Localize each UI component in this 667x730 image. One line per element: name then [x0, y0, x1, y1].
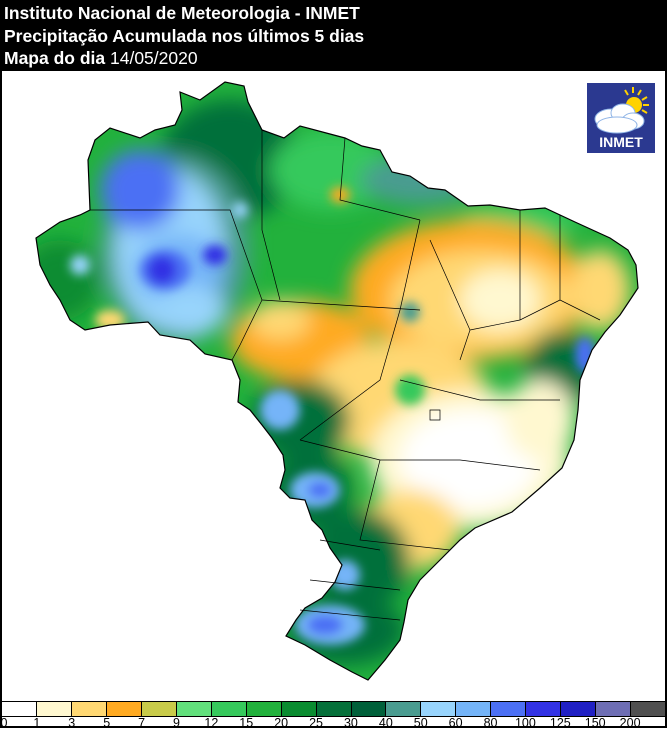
institute-title: Instituto Nacional de Meteorologia - INM… [4, 3, 360, 23]
legend-swatch [526, 702, 562, 716]
legend-swatch [246, 702, 282, 716]
legend-swatch [316, 702, 352, 716]
legend-label: 15 [239, 716, 254, 730]
legend-swatch [351, 702, 387, 716]
legend-label: 12 [204, 716, 219, 730]
legend-label: 80 [483, 716, 498, 730]
precipitation-map [35, 81, 639, 681]
legend-label: 100 [514, 716, 536, 730]
map-title: Precipitação Acumulada nos últimos 5 dia… [4, 26, 365, 46]
rainfall-field [36, 82, 638, 680]
legend-label: 0 [0, 716, 8, 730]
legend-label: 25 [309, 716, 323, 730]
legend-label: 40 [378, 716, 393, 730]
precipitation-legend-labels: 0 1 3 5 7 9 12 15 20 25 30 40 50 60 80 100 125 150 200 [0, 716, 667, 730]
legend-swatch [211, 702, 247, 716]
inmet-logo: INMET [587, 83, 655, 153]
legend-label: 50 [413, 716, 428, 730]
sun-rays-icon [624, 87, 649, 114]
legend-label: 200 [619, 716, 641, 730]
logo-text: INMET [599, 134, 643, 150]
legend-swatch [176, 702, 212, 716]
legend-swatch [106, 702, 142, 716]
map-date-line: Mapa do dia 14/05/2020 [4, 48, 198, 68]
legend-label: 30 [343, 716, 358, 730]
map-date-label: Mapa do dia [4, 48, 106, 68]
precipitation-legend-bar [2, 701, 666, 717]
legend-swatch [491, 702, 527, 716]
legend-label: 7 [138, 716, 146, 730]
legend-label: 150 [584, 716, 606, 730]
country-border [35, 81, 639, 681]
legend-label: 5 [103, 716, 111, 730]
legend-label: 1 [33, 716, 41, 730]
legend-swatch [2, 702, 37, 716]
legend-swatch [281, 702, 317, 716]
map-header: Instituto Nacional de Meteorologia - INM… [0, 0, 667, 71]
legend-swatch [456, 702, 492, 716]
legend-swatch [36, 702, 72, 716]
legend-swatch [631, 702, 666, 716]
legend-swatch [386, 702, 422, 716]
legend-swatch [71, 702, 107, 716]
legend-label: 20 [274, 716, 289, 730]
legend-swatch [141, 702, 177, 716]
cloud-icon [594, 103, 645, 134]
legend-swatch [561, 702, 597, 716]
legend-swatch [421, 702, 457, 716]
state-borders [90, 130, 601, 621]
map-frame [0, 71, 667, 728]
legend-label: 60 [448, 716, 463, 730]
legend-swatch [596, 702, 632, 716]
legend-label: 9 [172, 716, 180, 730]
legend-label: 125 [549, 716, 571, 730]
map-date: 14/05/2020 [110, 48, 198, 68]
legend-label: 3 [68, 716, 76, 730]
